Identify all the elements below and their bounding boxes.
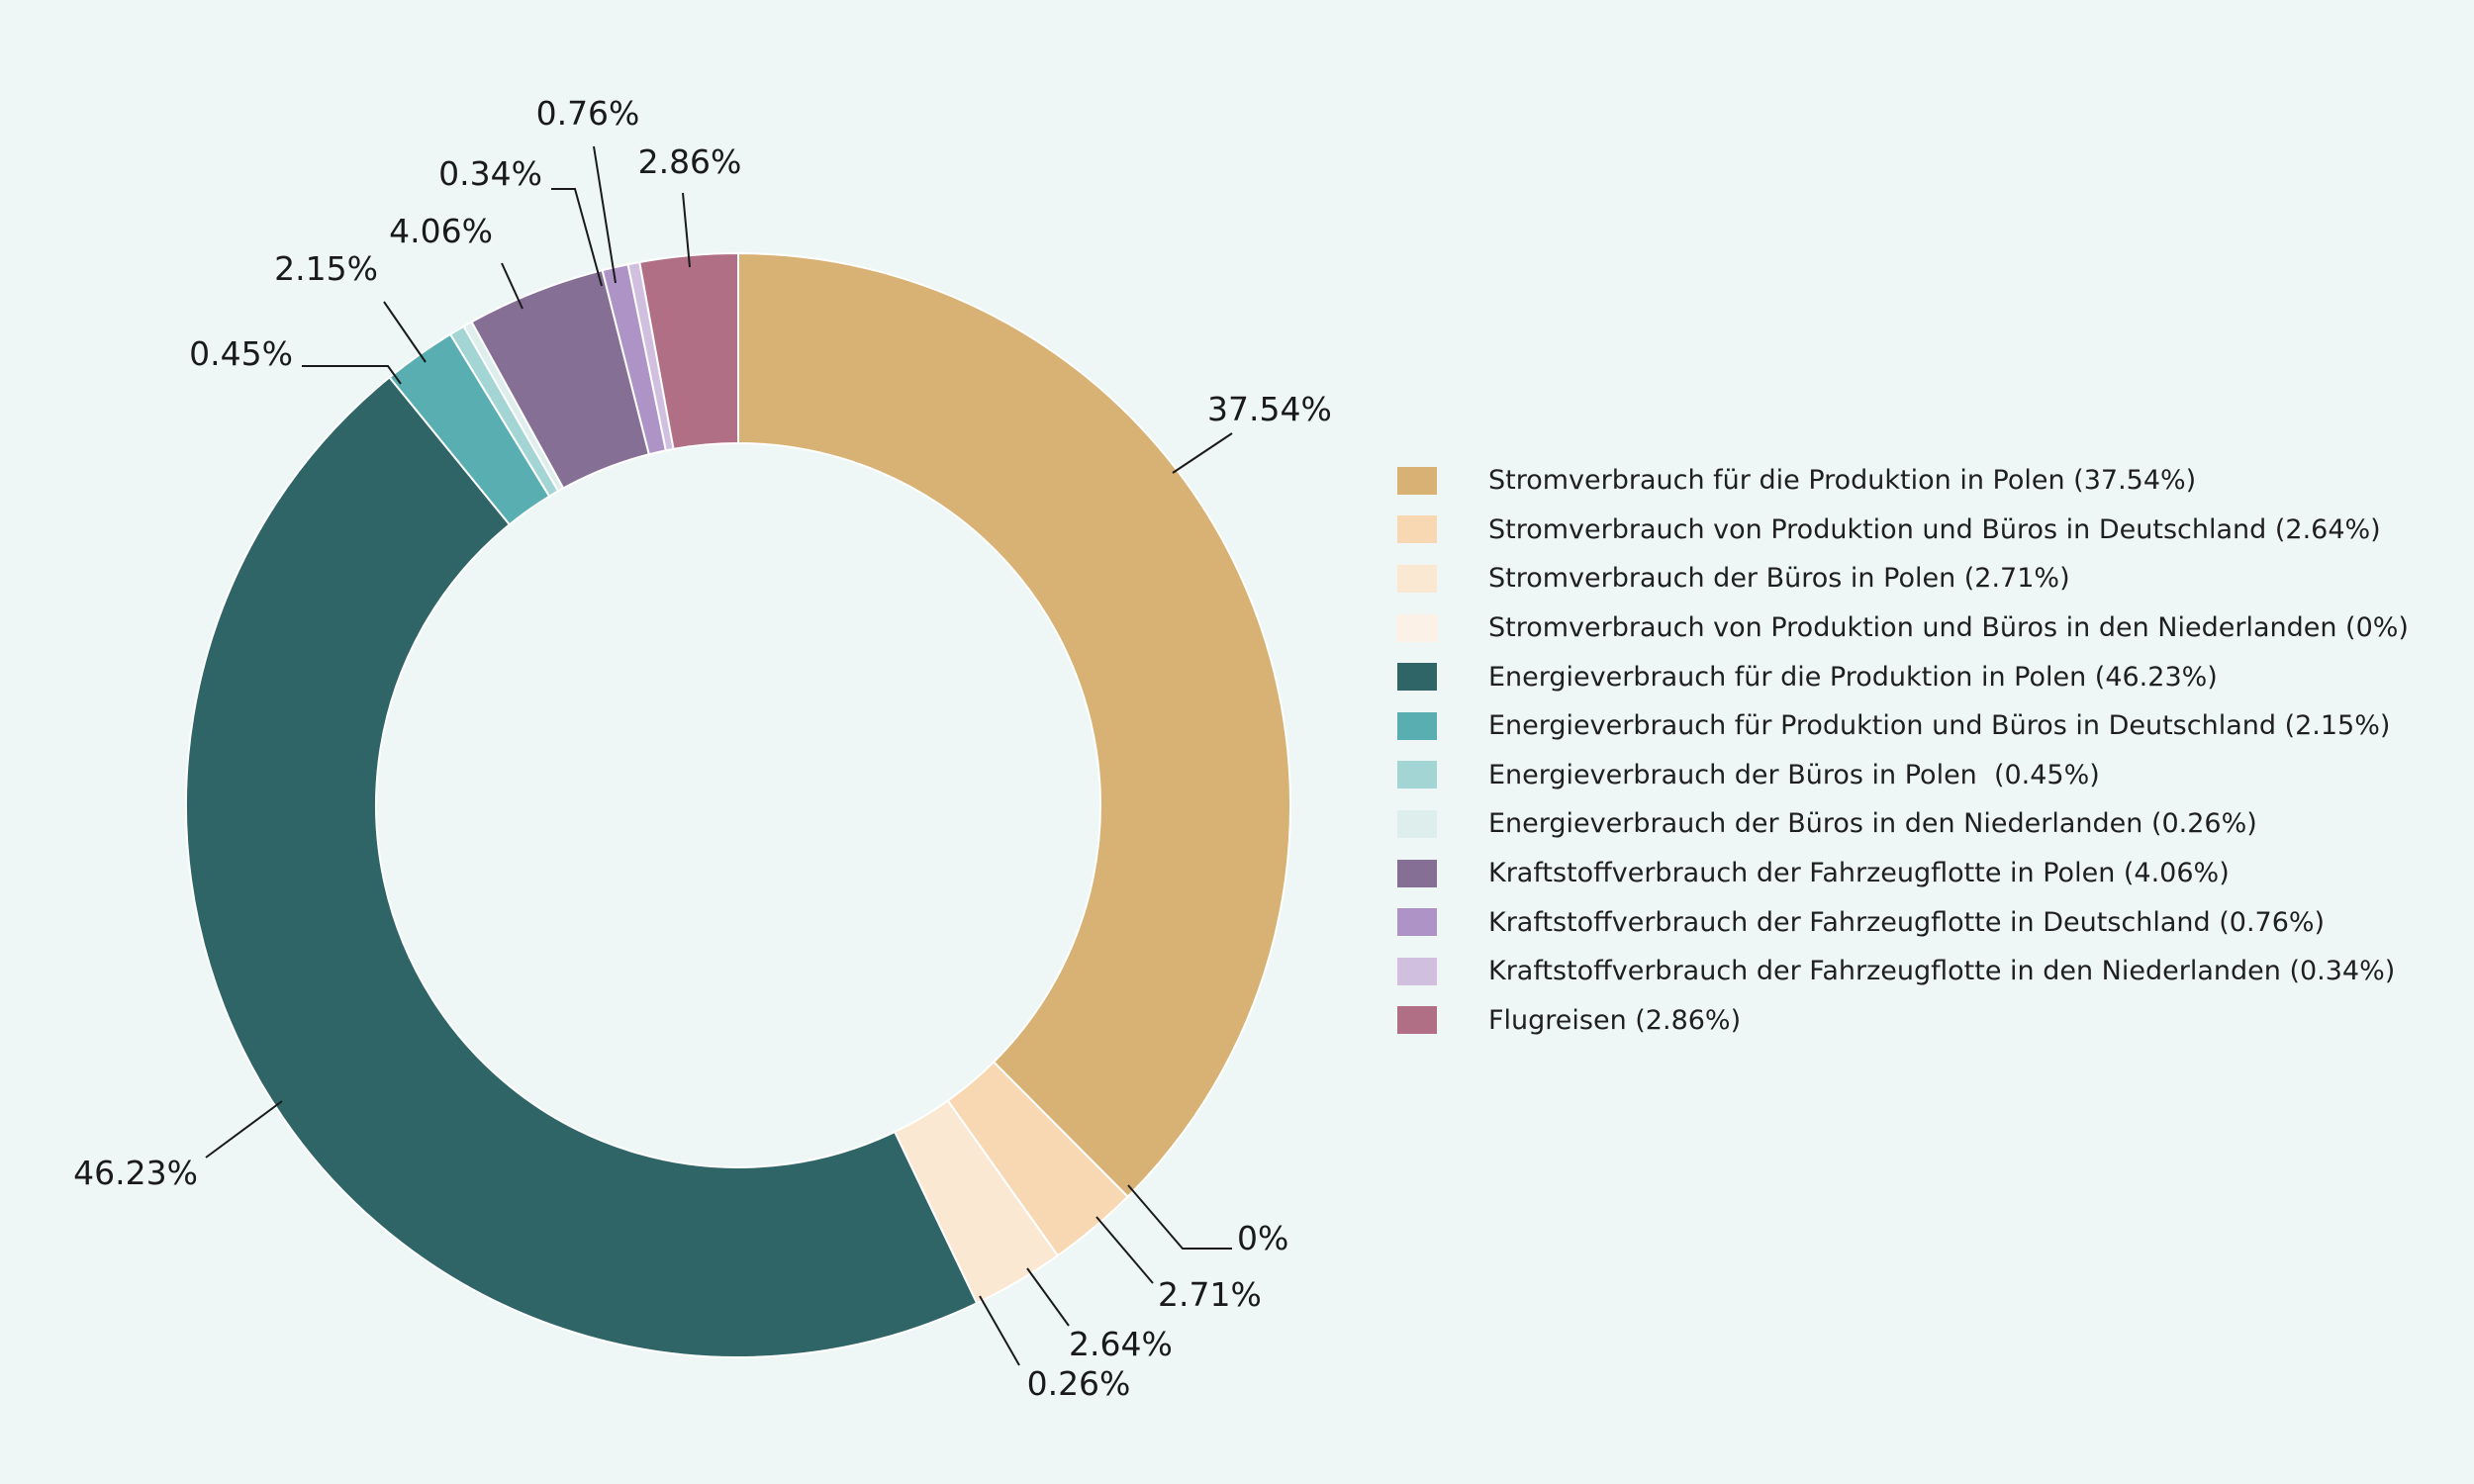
data-labels-layer: 37.54% 2.64% 2.71% 0% 46.23% 2.15% 0.45% 0.26% 4… xyxy=(73,94,1332,1403)
legend-swatch xyxy=(1397,711,1437,740)
slice-stromverbrauch-fuer-die-produktion-in-polen xyxy=(737,251,1291,1198)
data-label: 0.34% xyxy=(438,154,542,193)
legend-item: Flugreisen (2.86%) xyxy=(1397,996,2409,1046)
legend-swatch xyxy=(1397,1006,1437,1035)
data-label: 0.76% xyxy=(536,94,640,133)
leader-line xyxy=(383,301,427,363)
legend-item: Kraftstoffverbrauch der Fahrzeugflotte i… xyxy=(1397,849,2409,898)
legend-label: Energieverbrauch der Büros in den Nieder… xyxy=(1488,808,2257,840)
legend-item: Energieverbrauch für die Produktion in P… xyxy=(1397,652,2409,701)
legend-item: Energieverbrauch für Produktion und Büro… xyxy=(1397,701,2409,751)
data-label: 0% xyxy=(1237,1219,1288,1257)
legend-label: Energieverbrauch der Büros in Polen (0.4… xyxy=(1488,759,2100,790)
leader-line xyxy=(593,145,617,284)
legend-swatch xyxy=(1397,761,1437,789)
legend-swatch xyxy=(1397,809,1437,838)
data-label: 37.54% xyxy=(1207,390,1332,428)
legend-label: Kraftstoffverbrauch der Fahrzeugflotte i… xyxy=(1488,906,2326,938)
legend-item: Energieverbrauch der Büros in den Nieder… xyxy=(1397,799,2409,849)
leader-line xyxy=(501,262,523,310)
legend-label: Stromverbrauch der Büros in Polen (2.71%… xyxy=(1488,563,2070,595)
leader-line xyxy=(302,365,402,385)
leader-line xyxy=(1172,432,1233,474)
leader-line xyxy=(979,1295,1020,1366)
data-label: 0.45% xyxy=(189,334,293,373)
data-label: 2.71% xyxy=(1158,1275,1262,1314)
leader-line xyxy=(1127,1184,1232,1250)
legend-label: Kraftstoffverbrauch der Fahrzeugflotte i… xyxy=(1488,956,2396,987)
data-label: 2.64% xyxy=(1069,1325,1173,1363)
leader-line xyxy=(205,1100,283,1159)
slice-energieverbrauch-fuer-die-produktion-in-polen xyxy=(185,375,979,1358)
legend-item: Stromverbrauch von Produktion und Büros … xyxy=(1397,603,2409,653)
slices-layer xyxy=(185,251,1291,1358)
legend-swatch xyxy=(1397,908,1437,937)
legend-item: Stromverbrauch für die Produktion in Pol… xyxy=(1397,456,2409,506)
legend-item: Kraftstoffverbrauch der Fahrzeugflotte i… xyxy=(1397,897,2409,947)
legend-swatch xyxy=(1397,613,1437,642)
legend-item: Stromverbrauch der Büros in Polen (2.71%… xyxy=(1397,554,2409,603)
leader-line xyxy=(682,192,691,268)
leader-line xyxy=(1026,1267,1070,1327)
legend-swatch xyxy=(1397,515,1437,544)
legend-swatch xyxy=(1397,663,1437,692)
legend-label: Stromverbrauch von Produktion und Büros … xyxy=(1488,612,2409,644)
data-label: 4.06% xyxy=(389,212,493,250)
legend-label: Energieverbrauch für Produktion und Büro… xyxy=(1488,710,2391,742)
legend-item: Energieverbrauch der Büros in Polen (0.4… xyxy=(1397,751,2409,800)
legend-label: Energieverbrauch für die Produktion in P… xyxy=(1488,661,2218,693)
legend-swatch xyxy=(1397,957,1437,985)
legend-label: Stromverbrauch von Produktion und Büros … xyxy=(1488,513,2381,545)
legend-item: Stromverbrauch von Produktion und Büros … xyxy=(1397,506,2409,555)
leader-line xyxy=(551,188,603,287)
data-label: 2.86% xyxy=(638,142,742,181)
slice-flugreisen xyxy=(638,251,739,451)
legend-swatch xyxy=(1397,859,1437,887)
data-label: 46.23% xyxy=(73,1154,198,1192)
legend-swatch xyxy=(1397,466,1437,495)
legend-label: Flugreisen (2.86%) xyxy=(1488,1004,1742,1036)
legend-swatch xyxy=(1397,564,1437,593)
legend-label: Stromverbrauch für die Produktion in Pol… xyxy=(1488,465,2197,497)
legend: Stromverbrauch für die Produktion in Pol… xyxy=(1397,456,2409,1045)
data-label: 2.15% xyxy=(274,249,378,288)
legend-label: Kraftstoffverbrauch der Fahrzeugflotte i… xyxy=(1488,858,2230,889)
legend-item: Kraftstoffverbrauch der Fahrzeugflotte i… xyxy=(1397,947,2409,996)
data-label: 0.26% xyxy=(1027,1364,1131,1403)
leader-line xyxy=(1095,1216,1154,1284)
